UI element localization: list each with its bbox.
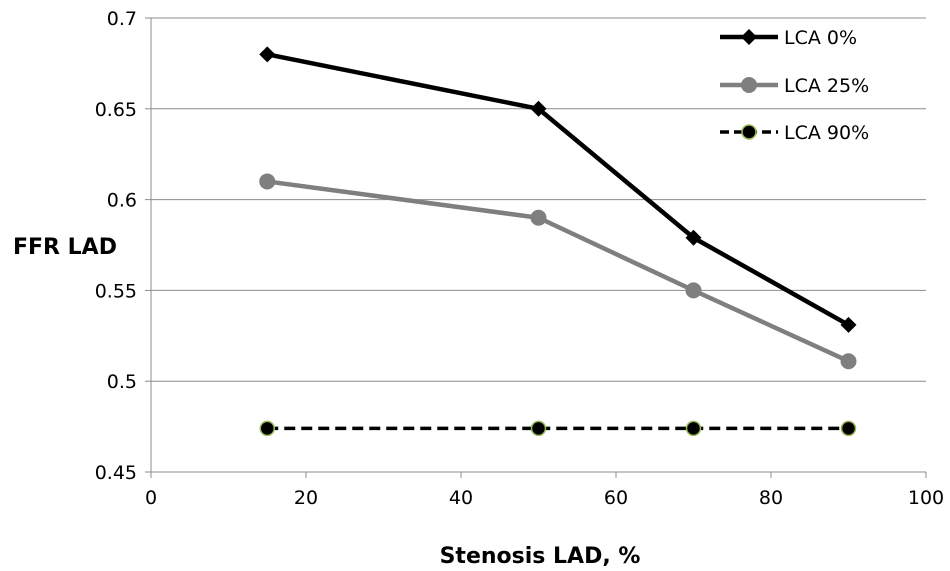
tick-labels: 0.45 0.5 0.55 0.6 0.65 0.7 0 20 40 60 80 100 xyxy=(95,8,944,509)
x-axis-title: Stenosis LAD, % xyxy=(440,544,641,569)
data-point-circle xyxy=(259,420,275,437)
series-line xyxy=(266,179,850,364)
data-point-diamond xyxy=(685,229,702,246)
x-tick-label: 60 xyxy=(604,487,628,509)
data-point-circle xyxy=(685,282,702,299)
y-tick-label: 0.65 xyxy=(95,99,137,121)
x-tick-label: 80 xyxy=(759,487,783,509)
series-line xyxy=(266,52,850,327)
x-tick-label: 20 xyxy=(294,487,318,509)
data-point-diamond xyxy=(840,316,857,333)
legend-label: LCA 25% xyxy=(784,75,869,97)
legend-item-1: LCA 0% xyxy=(720,27,857,49)
legend-item-3: LCA 90% xyxy=(720,122,869,144)
data-point-circle xyxy=(259,173,276,190)
legend: LCA 0% LCA 25% LCA 90% xyxy=(720,27,869,144)
legend-item-2: LCA 25% xyxy=(720,75,869,97)
gridlines xyxy=(151,17,926,382)
data-point-circle xyxy=(741,77,757,93)
series-2 xyxy=(259,173,857,370)
x-tick-label: 0 xyxy=(145,487,157,509)
y-tick-label: 0.6 xyxy=(107,190,137,212)
series-1 xyxy=(259,46,857,333)
y-axis-title: FFR LAD xyxy=(13,235,117,260)
data-point-diamond xyxy=(530,100,547,117)
y-tick-label: 0.5 xyxy=(107,371,137,393)
y-tick-label: 0.7 xyxy=(107,8,137,30)
data-point-diamond xyxy=(741,29,757,45)
x-tick-label: 100 xyxy=(908,487,944,509)
axes xyxy=(145,17,927,478)
series-3 xyxy=(259,420,857,437)
series-lines xyxy=(259,46,857,437)
data-point-diamond xyxy=(259,46,276,63)
x-tick-label: 40 xyxy=(449,487,473,509)
data-point-circle xyxy=(741,124,757,140)
data-point-circle xyxy=(840,420,857,437)
y-tick-label: 0.55 xyxy=(95,280,137,302)
y-tick-label: 0.45 xyxy=(95,462,137,484)
legend-label: LCA 90% xyxy=(784,122,869,144)
data-point-circle xyxy=(685,420,702,437)
legend-label: LCA 0% xyxy=(784,27,857,49)
data-point-circle xyxy=(840,353,857,370)
data-point-circle xyxy=(530,209,547,226)
data-point-circle xyxy=(530,420,547,437)
